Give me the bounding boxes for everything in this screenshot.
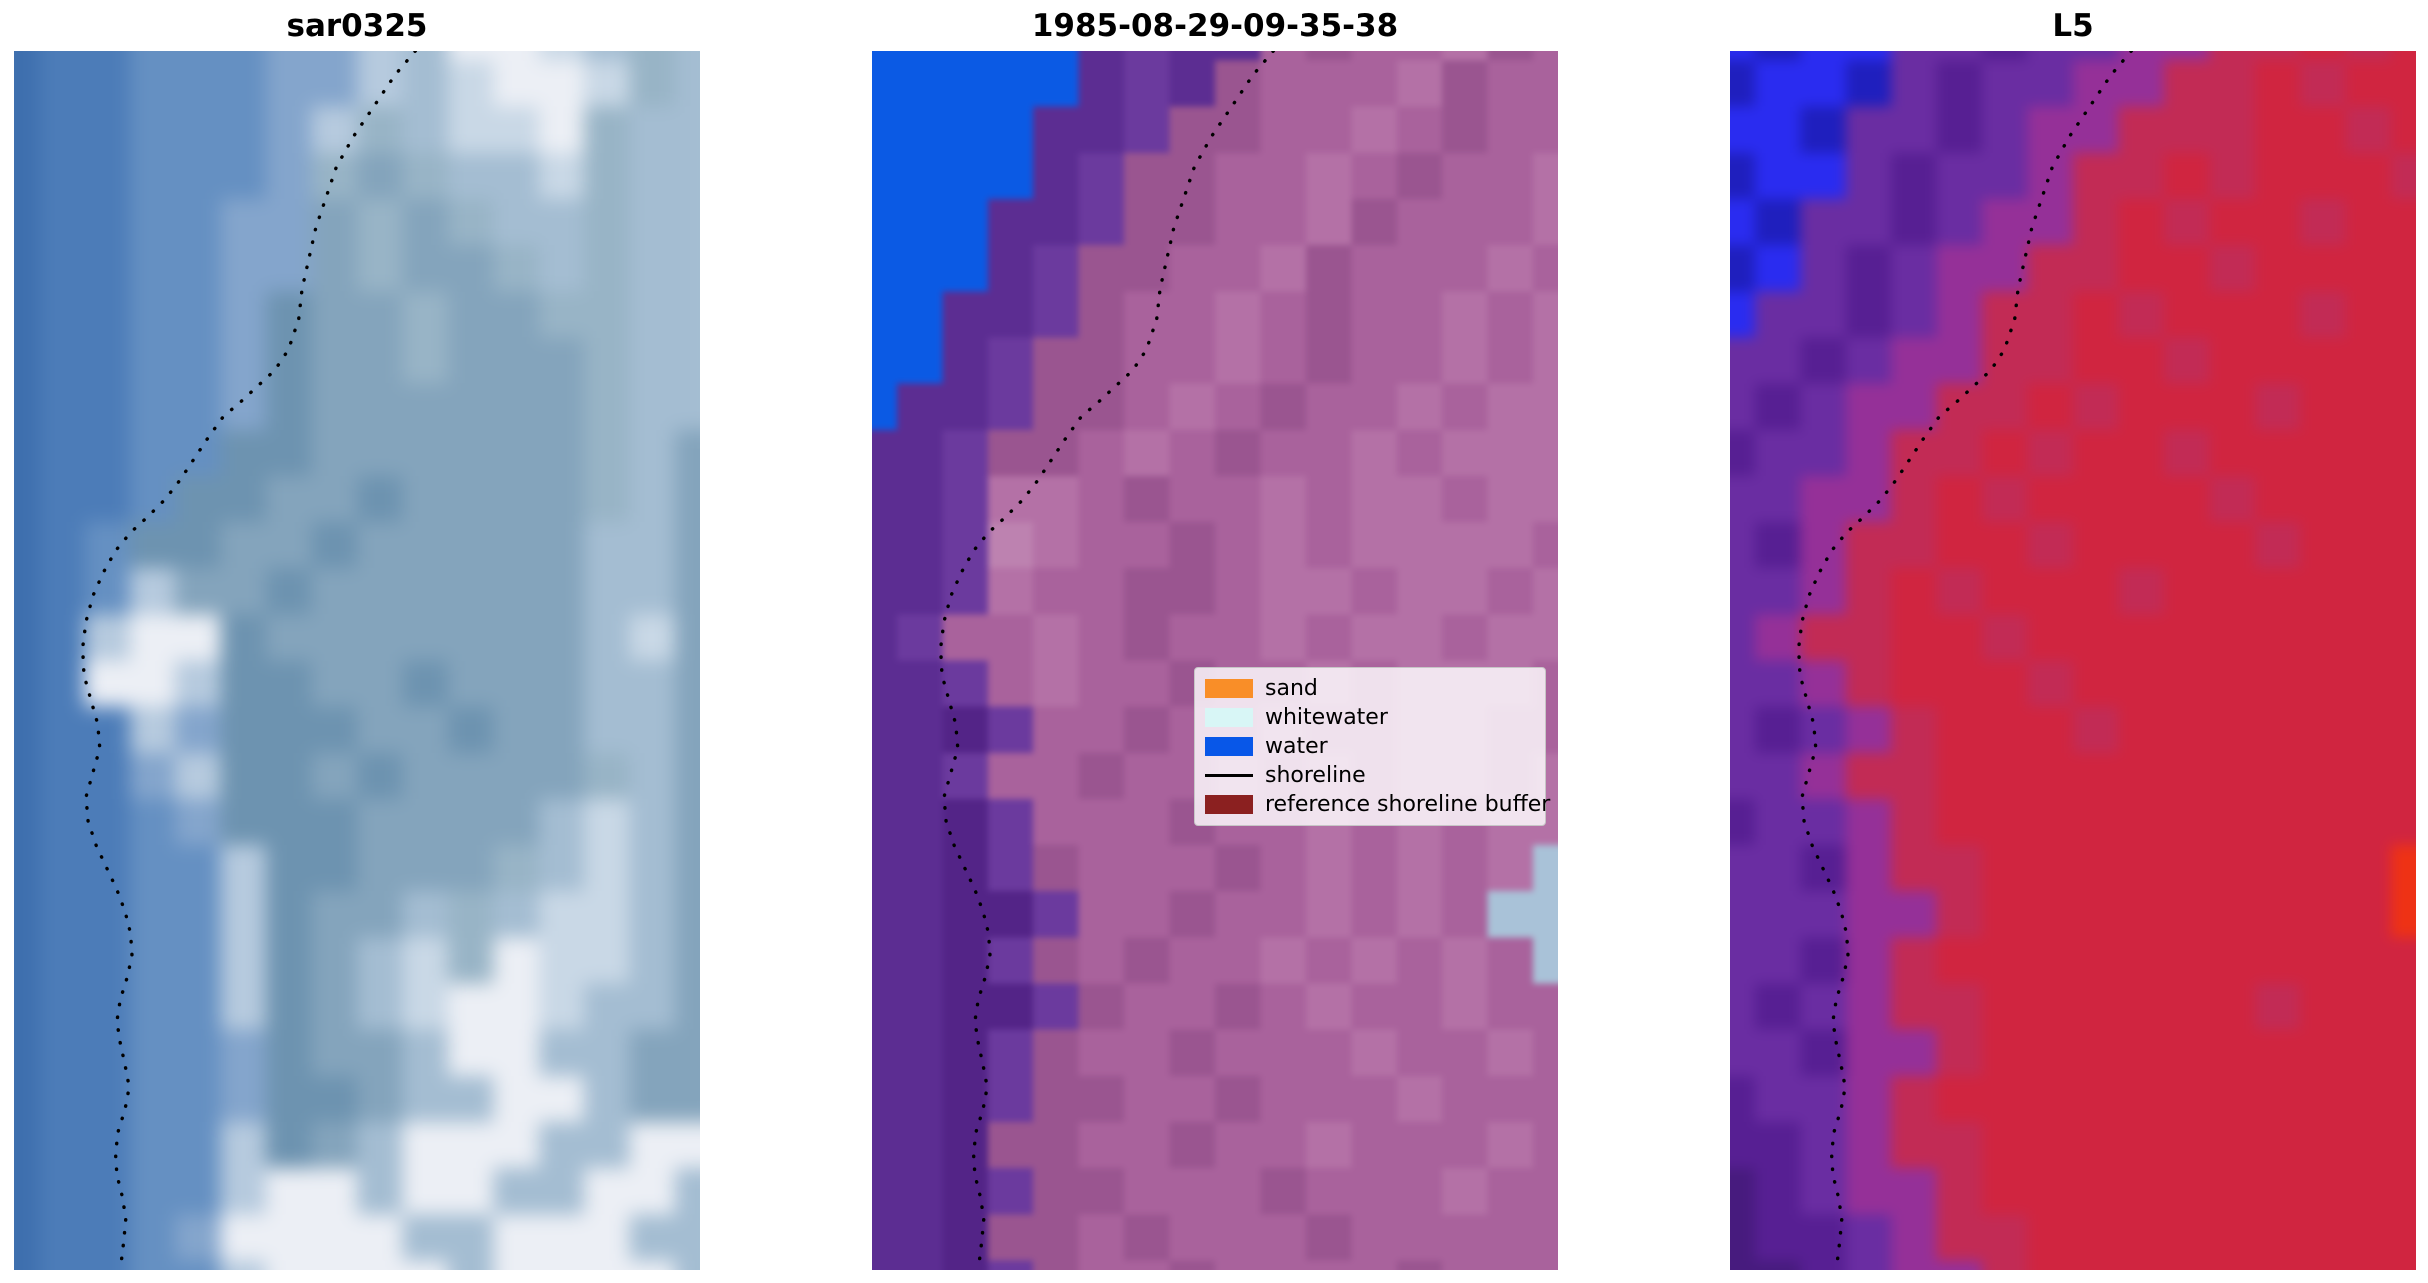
water-color-swatch: [1205, 737, 1253, 756]
sar-satellite-image-canvas: [14, 51, 700, 1270]
legend-label-shoreline: shoreline: [1265, 763, 1366, 788]
whitewater-color-swatch: [1205, 708, 1253, 727]
legend-label-whitewater: whitewater: [1265, 705, 1388, 730]
sar-satellite-image: [14, 51, 700, 1270]
legend-item-sand: sand: [1205, 675, 1535, 702]
panel-sar0325: sar0325: [14, 8, 700, 1270]
panel-classified-1985-08-29: 1985-08-29-09-35-38 sand whitewater wate…: [872, 8, 1558, 1270]
panel-L5: L5: [1730, 8, 2416, 1270]
legend-label-water: water: [1265, 734, 1328, 759]
legend: sand whitewater water shoreline referenc…: [1194, 667, 1550, 826]
panel-title-L5: L5: [2052, 8, 2094, 44]
classified-image: [872, 51, 1558, 1270]
legend-label-reference-shoreline-buffer: reference shoreline buffer: [1265, 792, 1551, 817]
legend-item-shoreline: shoreline: [1205, 762, 1535, 789]
reference-buffer-color-swatch: [1205, 795, 1253, 814]
panel-title-sar0325: sar0325: [286, 8, 428, 44]
panel-title-date: 1985-08-29-09-35-38: [1031, 8, 1399, 44]
legend-label-sand: sand: [1265, 676, 1318, 701]
landsat5-false-color-image: [1730, 51, 2416, 1270]
sand-color-swatch: [1205, 679, 1253, 698]
legend-item-reference-shoreline-buffer: reference shoreline buffer: [1205, 791, 1550, 818]
classified-image-canvas: [872, 51, 1558, 1270]
legend-item-water: water: [1205, 733, 1535, 760]
landsat5-image-canvas: [1730, 51, 2416, 1270]
shoreline-line-swatch: [1205, 766, 1253, 785]
legend-item-whitewater: whitewater: [1205, 704, 1535, 731]
